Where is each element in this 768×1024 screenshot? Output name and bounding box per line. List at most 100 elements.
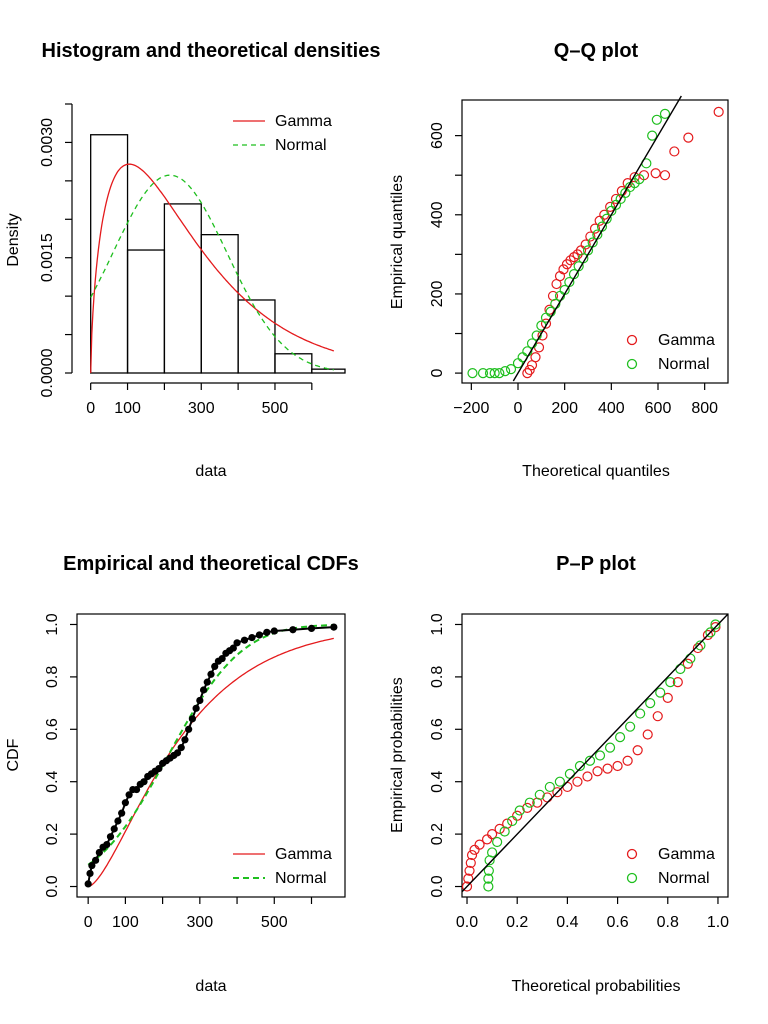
y-tick-label: 0.2: [44, 823, 61, 845]
empirical-cdf-point: [92, 856, 100, 864]
qq-title: Q–Q plot: [554, 40, 639, 62]
normal-point: [659, 108, 671, 119]
normal-point: [710, 619, 721, 630]
empirical-cdf-point: [248, 633, 256, 642]
gamma-point: [582, 771, 593, 782]
x-tick-label: 100: [114, 400, 141, 417]
gamma-point: [662, 692, 673, 703]
gamma-point: [540, 318, 552, 329]
histogram-title: Histogram and theoretical densities: [42, 40, 381, 62]
normal-point: [483, 873, 494, 884]
gamma-point: [652, 711, 663, 722]
y-tick-label: 600: [429, 122, 446, 149]
empirical-cdf-point: [173, 749, 182, 757]
histogram-xlabel: data: [195, 463, 226, 480]
x-tick-label: 500: [262, 400, 289, 417]
empirical-cdf-point: [88, 861, 96, 870]
x-tick-label: 0: [84, 914, 93, 931]
empirical-cdf-point: [84, 880, 92, 888]
empirical-cdf-point: [211, 662, 219, 671]
normal-point: [522, 346, 533, 357]
legend-label: Normal: [658, 356, 710, 373]
legend-label: Gamma: [658, 846, 715, 863]
normal-point: [534, 789, 545, 800]
normal-point: [477, 368, 489, 379]
empirical-cdf-point: [185, 725, 193, 733]
legend-label: Normal: [658, 870, 710, 887]
gamma-point: [530, 352, 541, 363]
x-tick-label: 0.8: [657, 914, 679, 931]
gamma-point: [692, 642, 703, 654]
legend: Gamma Normal: [626, 332, 715, 373]
cdf-panel: Empirical and theoretical CDFs 0 100 300 50…: [5, 553, 359, 995]
histogram-bar: [311, 368, 346, 374]
gamma-point: [487, 829, 498, 840]
gamma-point: [589, 223, 601, 234]
gamma-cdf-curve: [88, 637, 334, 888]
normal-point: [483, 865, 494, 876]
empirical-cdf-point: [229, 644, 237, 652]
gamma-point: [713, 106, 724, 117]
legend-label: Gamma: [275, 113, 332, 130]
histogram-bar: [200, 234, 239, 374]
normal-point: [655, 687, 666, 698]
normal-point: [665, 677, 676, 688]
x-tick-label: 0.0: [456, 914, 478, 931]
normal-point: [564, 768, 576, 779]
empirical-cdf-point: [307, 624, 316, 633]
gamma-point: [632, 745, 643, 756]
normal-point: [705, 627, 716, 638]
x-tick-label: 0.4: [556, 914, 578, 931]
y-tick-label: 0.8: [44, 666, 61, 688]
legend-label: Gamma: [658, 332, 715, 349]
gamma-point: [580, 239, 591, 250]
x-tick-label: 600: [645, 400, 672, 417]
pp-title: P–P plot: [556, 553, 636, 575]
y-tick-label: 0.0030: [39, 118, 56, 167]
y-tick-label: 0.0: [44, 875, 61, 897]
empirical-cdf-point: [289, 626, 297, 634]
empirical-cdf-point: [188, 715, 196, 723]
empirical-cdf-point: [207, 670, 215, 678]
gamma-point: [682, 658, 693, 669]
gamma-point: [464, 865, 475, 876]
legend: Gamma Normal: [233, 113, 332, 154]
gamma-point: [592, 766, 603, 777]
y-tick-label: 0.0015: [39, 233, 56, 282]
empirical-cdf-point: [233, 639, 241, 647]
empirical-cdf-point: [121, 799, 129, 807]
qq-panel: Q–Q plot −200 0 200 400 600 800 0 200 400 600 Gamm…: [389, 40, 729, 480]
normal-point: [645, 697, 656, 709]
normal-point: [505, 364, 517, 375]
gamma-point: [585, 231, 596, 242]
gamma-point: [642, 729, 653, 740]
normal-point: [550, 298, 561, 309]
normal-point: [483, 881, 494, 892]
normal-point: [594, 750, 606, 761]
normal-point: [584, 755, 596, 766]
gamma-point: [463, 873, 474, 884]
x-tick-label: 1.0: [707, 914, 729, 931]
x-tick-label: 0: [86, 400, 95, 417]
qq-ylabel: Empirical quantiles: [389, 175, 406, 309]
empirical-cdf-point: [218, 654, 226, 663]
empirical-cdf-point: [103, 840, 111, 849]
gamma-point: [469, 844, 480, 855]
y-tick-label: 200: [429, 280, 446, 307]
cdf-ylabel: CDF: [5, 738, 22, 771]
normal-point: [500, 366, 511, 377]
pp-xlabel: Theoretical probabilities: [512, 978, 681, 995]
legend-marker: [626, 334, 638, 346]
reference-line: [461, 613, 729, 893]
gamma-point: [465, 857, 476, 869]
x-tick-label: 200: [551, 400, 578, 417]
legend-marker: [626, 358, 638, 370]
normal-point: [487, 847, 498, 858]
y-tick-label: 0.4: [44, 770, 61, 792]
empirical-cdf-point: [177, 744, 185, 752]
x-tick-label: 0.6: [606, 914, 628, 931]
gamma-point: [565, 255, 576, 266]
normal-point: [614, 732, 626, 743]
normal-point: [574, 760, 586, 772]
